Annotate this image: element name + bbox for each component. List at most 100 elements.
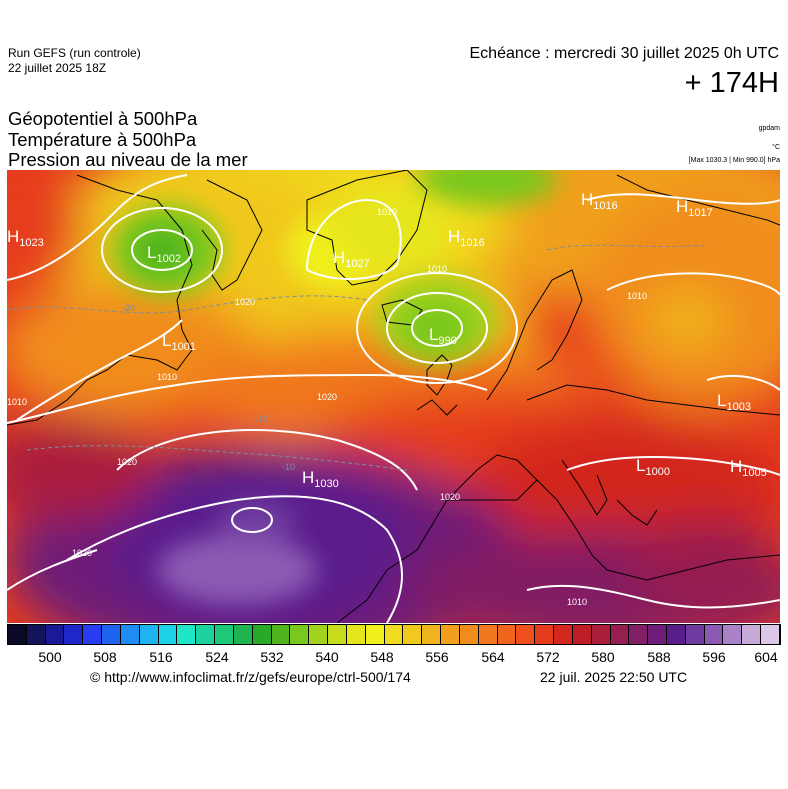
parameter-pressure: Pression au niveau de la mer [8, 149, 248, 170]
temperature-label: -10 [282, 462, 295, 472]
color-swatch [83, 625, 103, 644]
run-date: 22 juillet 2025 18Z [8, 61, 107, 75]
color-swatch [196, 625, 216, 644]
color-swatch [309, 625, 329, 644]
color-scale-label: 516 [149, 649, 173, 665]
source-credit: © http://www.infoclimat.fr/z/gefs/europe… [90, 669, 411, 685]
color-swatch [403, 625, 423, 644]
geopotential-field [7, 170, 780, 623]
color-swatch [252, 625, 272, 644]
color-swatch [742, 625, 762, 644]
low-pressure-center: L1002 [147, 243, 181, 265]
high-pressure-center: H1027 [333, 248, 370, 270]
run-title: Run GEFS (run controle) [8, 46, 141, 60]
lead-time: + 174H [684, 67, 779, 99]
isobar-label: 1020 [72, 548, 92, 558]
isobar-label: 1020 [235, 297, 255, 307]
unit-temperature: °C [772, 144, 780, 151]
isobar-label: 1020 [317, 392, 337, 402]
color-scale-labels: 500 508 516 524 532 540 548 556 564 572 580 588 596 6… [7, 649, 781, 667]
isobar-label: 1020 [117, 457, 137, 467]
unit-pressure-range: [Max 1030.3 | Min 990.0] hPa [688, 157, 780, 164]
color-swatch [666, 625, 686, 644]
isobar-label: 1020 [440, 492, 460, 502]
high-pressure-center: H1030 [302, 468, 339, 490]
isobar-label: 1010 [7, 397, 27, 407]
color-swatch [516, 625, 536, 644]
parameter-geopotential: Géopotentiel à 500hPa [8, 108, 198, 129]
temperature-labels: -10 -10 -20 [122, 303, 295, 472]
color-scale-label: 540 [315, 649, 339, 665]
coastlines [7, 170, 780, 623]
isobar-label: 1010 [627, 291, 647, 301]
color-swatch [177, 625, 197, 644]
color-swatch [102, 625, 121, 644]
generation-time: 22 juil. 2025 22:50 UTC [540, 669, 688, 685]
low-pressure-center: L990 [429, 325, 457, 347]
color-scale-label: 532 [260, 649, 284, 665]
color-scale-label: 604 [754, 649, 778, 665]
temperature-isotherms [7, 244, 708, 471]
color-swatch [384, 625, 404, 644]
color-swatch [120, 625, 140, 644]
color-scale-label: 588 [647, 649, 671, 665]
low-pressure-center: L1001 [162, 331, 196, 353]
isobar-labels: 1010 1020 1020 1020 1020 1010 1010 1010 1010 1010… [7, 207, 647, 607]
color-scale-label: 596 [702, 649, 726, 665]
color-swatch [591, 625, 611, 644]
color-swatch [271, 625, 291, 644]
color-swatch [441, 625, 460, 644]
color-swatch [459, 625, 479, 644]
color-swatch [26, 625, 46, 644]
color-swatch [478, 625, 498, 644]
color-swatch [685, 625, 705, 644]
color-scale-label: 580 [591, 649, 615, 665]
color-swatch [648, 625, 667, 644]
color-scale-label: 556 [425, 649, 449, 665]
high-pressure-center: H1016 [581, 190, 618, 212]
color-scale-bar [7, 624, 781, 645]
color-scale-label: 564 [481, 649, 505, 665]
color-swatch [422, 625, 442, 644]
color-swatch [535, 625, 555, 644]
color-swatch [328, 625, 347, 644]
color-scale-label: 500 [38, 649, 62, 665]
color-swatch [233, 625, 253, 644]
isobar-label: 1010 [157, 372, 177, 382]
color-swatch [64, 625, 84, 644]
color-swatch [8, 625, 27, 644]
color-swatch [139, 625, 159, 644]
low-pressure-center: L1000 [636, 456, 670, 478]
color-swatch [572, 625, 592, 644]
color-swatch [45, 625, 65, 644]
unit-geopotential: gpdam [758, 125, 780, 132]
isobar-label: 1010 [567, 597, 587, 607]
color-swatch [158, 625, 178, 644]
parameter-temperature: Température à 500hPa [8, 129, 197, 150]
isobars [7, 174, 780, 623]
weather-map: H1023 L1002 H1027 H1016 H1016 H1017 L990 L1001 L… [7, 170, 780, 623]
color-scale-label: 508 [93, 649, 117, 665]
color-swatch [346, 625, 366, 644]
color-swatch [290, 625, 310, 644]
high-pressure-center: H1017 [676, 197, 713, 219]
color-swatch [497, 625, 517, 644]
low-pressure-center: L1003 [717, 391, 751, 413]
color-swatch [723, 625, 743, 644]
temperature-label: -10 [255, 414, 268, 424]
color-scale-label: 548 [370, 649, 394, 665]
isobar-label: 1010 [427, 264, 447, 274]
temperature-label: -20 [122, 303, 135, 313]
high-pressure-center: H1023 [7, 227, 44, 249]
high-pressure-center: H1016 [448, 227, 485, 249]
high-pressure-center: H1005 [730, 457, 767, 479]
isobar-label: 1010 [377, 207, 397, 217]
color-swatch [365, 625, 385, 644]
color-scale-label: 572 [536, 649, 560, 665]
color-swatch [215, 625, 234, 644]
color-swatch [554, 625, 573, 644]
pressure-centers: H1023 L1002 H1027 H1016 H1016 H1017 L990 L1001 L… [7, 190, 767, 490]
color-swatch [629, 625, 649, 644]
color-swatch [704, 625, 724, 644]
color-scale-label: 524 [205, 649, 229, 665]
